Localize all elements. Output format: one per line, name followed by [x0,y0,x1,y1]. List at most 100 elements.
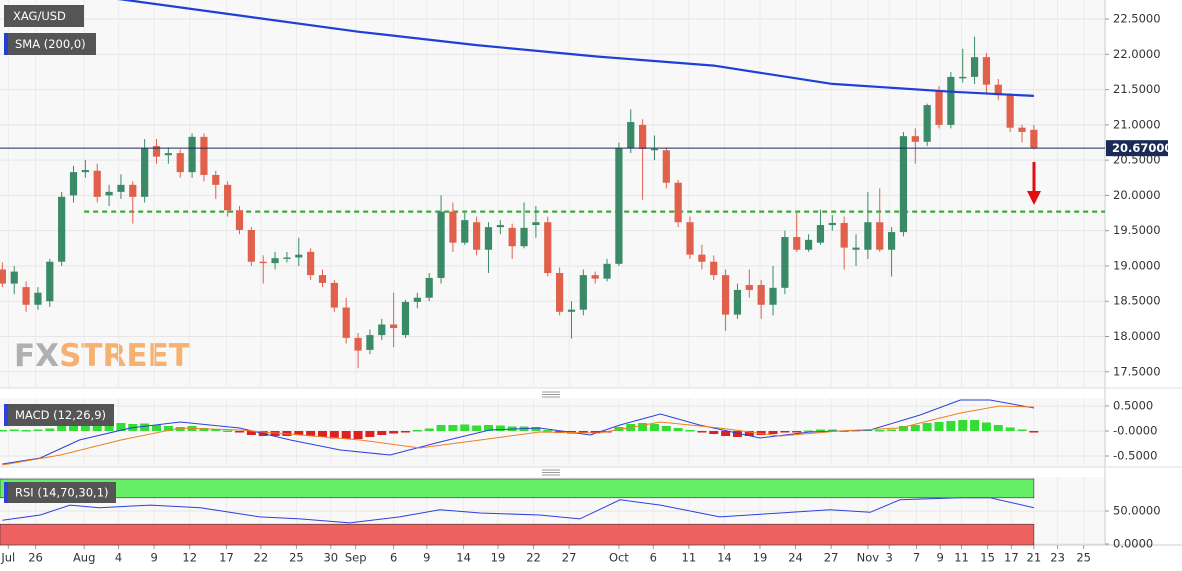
histogram-bar [709,431,719,434]
histogram-bar [673,428,683,431]
histogram-bar [910,425,920,431]
candle-body [200,136,208,175]
candle-body [887,232,896,250]
histogram-bar [0,430,7,432]
histogram-bar [329,431,339,439]
candle-body [911,136,919,142]
x-tick-label: 19 [753,551,768,565]
candle-body [650,148,659,151]
candle-body [698,254,706,262]
histogram-bar [638,423,648,431]
candle-body [295,254,303,258]
candle-body [46,261,54,302]
last-price-box [1106,140,1168,157]
overbought-zone [0,478,1035,499]
y-tick-label: 21.0000 [1113,117,1161,131]
x-tick-label: 21 [1027,551,1042,565]
histogram-bar [80,422,90,431]
candle-body [473,222,481,250]
histogram-bar [448,425,458,431]
resize-handle[interactable] [542,469,560,476]
histogram-bar [424,428,434,431]
histogram-bar [294,431,304,435]
candle-body [224,184,232,211]
histogram-bar [887,429,897,431]
histogram-bar [815,429,825,431]
legend-sma[interactable]: SMA (200,0) [4,33,96,55]
candle-body [828,222,836,226]
candle-body [449,211,457,243]
indicator-line [2,497,1035,524]
candle-body [461,220,469,243]
candle-body [378,324,386,336]
x-tick-label: 30 [323,551,338,565]
histogram-bar [768,431,778,434]
candle-body [354,337,362,351]
candle-body [970,57,979,77]
histogram-bar [483,425,493,431]
x-tick-label: 17 [219,551,234,565]
x-tick-label: 4 [115,551,122,565]
candle-body [804,239,813,250]
histogram-bar [970,420,980,431]
y-tick-label: 18.0000 [1113,329,1161,343]
x-tick-label: 25 [289,551,304,565]
candle-body [923,105,931,142]
x-tick-label: 22 [526,551,541,565]
legend-rsi[interactable]: RSI (14,70,30,1) [4,482,116,503]
histogram-bar [661,426,671,431]
candle-body [58,196,66,262]
histogram-bar [116,423,126,431]
candle-body [259,261,267,264]
candle-body [283,257,291,259]
y-tick-label: 17.5000 [1113,364,1161,378]
histogram-bar [898,426,908,431]
indicator-line [2,399,1034,465]
histogram-bar [578,431,588,433]
candle-body [994,84,1002,96]
candle-body [93,170,101,197]
candle-body [852,247,860,250]
candle-body [639,124,647,149]
legend-label: MACD (12,26,9) [15,408,106,422]
histogram-bar [649,424,659,431]
candle-body [1006,95,1014,128]
candle-body [982,57,991,85]
legend-macd[interactable]: MACD (12,26,9) [4,404,114,426]
candle-body [34,292,42,305]
x-tick-label: 14 [456,551,471,565]
candle-body [876,222,884,250]
x-tick-label: Jul [0,551,15,565]
x-tick-label: 11 [682,551,697,565]
x-tick-label: 27 [824,551,839,565]
histogram-bar [495,425,505,431]
histogram-bar [377,431,387,435]
y-tick-label: 20.0000 [1113,188,1161,202]
candle-body [176,153,184,173]
histogram-bar [33,429,43,431]
candle-body [793,237,801,250]
histogram-bar [152,425,162,431]
x-tick-label: 9 [937,551,944,565]
histogram-bar [163,426,173,431]
legend-label: SMA (200,0) [15,37,86,51]
x-tick-label: Oct [609,551,629,565]
histogram-bar [721,431,731,436]
histogram-bar [400,431,410,433]
x-tick-label: 3 [886,551,893,565]
x-tick-label: 22 [254,551,269,565]
histogram-bar [246,431,256,435]
x-tick-label: 9 [423,551,430,565]
candle-body [366,335,374,350]
histogram-bar [460,424,470,431]
candle-body [615,148,623,264]
candle-body [129,184,137,197]
indicator-line [2,405,1034,466]
candle-body [532,222,540,226]
histogram-bar [780,431,790,433]
x-tick-label: 9 [150,551,157,565]
x-tick-label: 6 [650,551,657,565]
resize-handle[interactable] [542,391,560,398]
last-price-label: 20.67000 [1112,141,1172,155]
